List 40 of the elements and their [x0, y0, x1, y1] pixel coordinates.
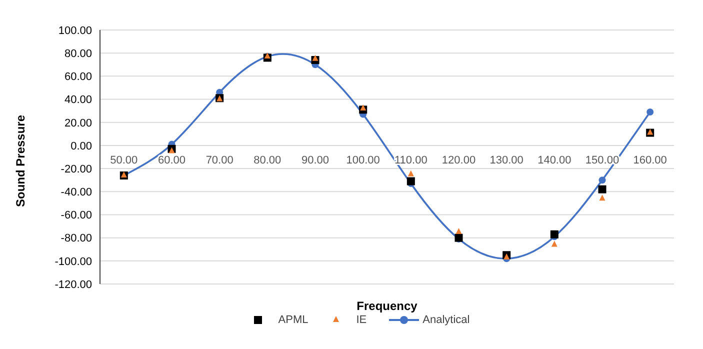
x-tick-label: 140.00: [538, 154, 572, 166]
x-tick-label: 130.00: [490, 154, 524, 166]
legend-label: Analytical: [422, 314, 470, 326]
y-tick-label: 0.00: [70, 140, 92, 152]
point: [598, 176, 606, 184]
y-tick-label: -100.00: [54, 256, 92, 268]
point: [598, 185, 606, 194]
point: [551, 240, 558, 247]
x-tick-label: 50.00: [110, 154, 138, 166]
y-tick-label: 100.00: [58, 24, 92, 37]
y-tick-label: -20.00: [60, 163, 92, 176]
x-tick-label: 160.00: [633, 154, 667, 166]
y-tick-label: -40.00: [60, 186, 92, 199]
y-tick-label: 80.00: [64, 48, 92, 60]
x-tick-label: 60.00: [158, 154, 186, 166]
y-tick-label: -120.00: [54, 278, 92, 291]
point: [312, 54, 318, 61]
y-tick-label: 20.00: [64, 117, 92, 130]
x-tick-label: 90.00: [301, 154, 330, 166]
legend-label: APML: [277, 314, 308, 326]
y-tick-label: 40.00: [64, 94, 92, 106]
x-tick-label: 110.00: [394, 154, 428, 166]
point: [456, 228, 462, 234]
x-tick-label: 120.00: [442, 154, 476, 166]
y-axis-title: Sound Pressure: [13, 114, 28, 207]
x-tick-label: 80.00: [254, 154, 282, 166]
legend-label: IE: [355, 314, 367, 326]
point: [168, 147, 175, 154]
x-tick-label: 70.00: [206, 154, 234, 166]
point: [550, 230, 558, 238]
point: [599, 194, 606, 201]
x-tick-label: 100.00: [346, 154, 380, 166]
x-axis-title: Frequency: [356, 299, 418, 313]
point: [406, 177, 415, 186]
y-tick-label: -80.00: [60, 232, 92, 245]
point: [360, 104, 366, 111]
point: [408, 170, 414, 176]
y-tick-label: 60.00: [64, 71, 92, 84]
y-tick-label: -60.00: [60, 210, 92, 222]
point: [646, 108, 654, 116]
